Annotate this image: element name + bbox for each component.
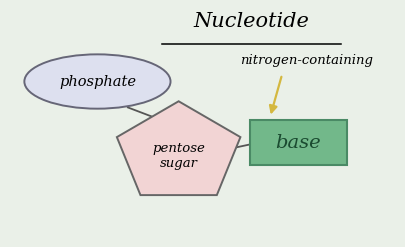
FancyBboxPatch shape (249, 120, 346, 165)
Text: base: base (275, 134, 320, 152)
Text: Nucleotide: Nucleotide (193, 12, 309, 31)
Text: pentose
sugar: pentose sugar (152, 142, 205, 170)
Ellipse shape (24, 54, 170, 109)
Text: nitrogen-containing: nitrogen-containing (239, 54, 372, 67)
Polygon shape (117, 101, 240, 195)
Text: phosphate: phosphate (59, 75, 136, 88)
